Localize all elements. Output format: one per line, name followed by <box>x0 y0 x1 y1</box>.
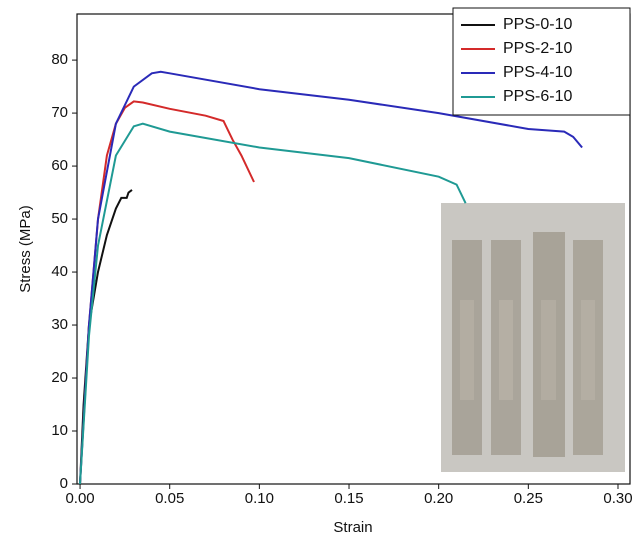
y-tick-label: 50 <box>51 210 68 227</box>
x-tick-label: 0.25 <box>514 490 543 507</box>
y-tick-label: 10 <box>51 422 68 439</box>
y-tick-label: 30 <box>51 316 68 333</box>
legend-label: PPS-2-10 <box>503 40 572 57</box>
series-line <box>79 100 255 485</box>
y-tick-label: 60 <box>51 157 68 174</box>
y-tick-label: 40 <box>51 263 68 280</box>
legend-label: PPS-0-10 <box>503 16 572 33</box>
series-line <box>79 70 583 485</box>
legend-label: PPS-4-10 <box>503 64 572 81</box>
x-tick-label: 0.10 <box>245 490 274 507</box>
x-tick-label: 0.05 <box>155 490 184 507</box>
y-tick-label: 80 <box>51 51 68 68</box>
y-axis-label: Stress (MPa) <box>17 205 34 293</box>
x-tick-label: 0.30 <box>603 490 632 507</box>
legend-label: PPS-6-10 <box>503 88 572 105</box>
y-tick-label: 0 <box>60 475 68 492</box>
x-tick-label: 0.15 <box>334 490 363 507</box>
plot-frame <box>76 13 631 485</box>
x-axis-label: Strain <box>333 519 372 536</box>
y-tick-label: 20 <box>51 369 68 386</box>
x-tick-label: 0.00 <box>65 490 94 507</box>
inset-photo <box>441 203 625 472</box>
x-tick-label: 0.20 <box>424 490 453 507</box>
y-tick-label: 70 <box>51 104 68 121</box>
series-line <box>79 122 467 485</box>
